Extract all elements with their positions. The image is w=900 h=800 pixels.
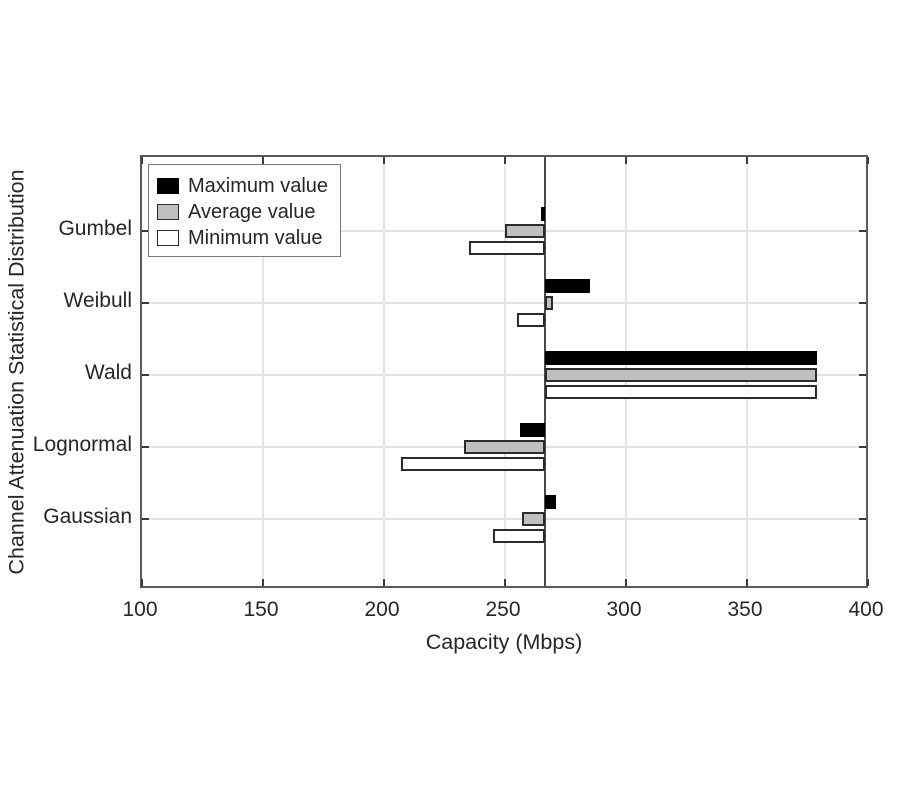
x-tick (504, 579, 506, 586)
legend-swatch-average (157, 204, 179, 220)
legend-row: Minimum value (157, 225, 328, 251)
bar-maximum-gaussian (544, 495, 556, 509)
x-tick-label: 200 (364, 598, 400, 621)
x-tick (625, 157, 627, 164)
x-tick (746, 579, 748, 586)
legend-label: Maximum value (188, 175, 329, 197)
y-tick (142, 230, 149, 232)
legend-row: Average value (157, 199, 328, 225)
y-axis-label-text: Channel Attenuation Statistical Distribu… (4, 169, 29, 575)
x-tick (141, 579, 143, 586)
x-tick-label: 250 (485, 598, 521, 621)
bar-average-lognormal (463, 440, 545, 454)
gridline-y (142, 230, 866, 232)
y-tick (142, 374, 149, 376)
x-tick (746, 157, 748, 164)
bar-minimum-weibull (517, 313, 545, 327)
x-tick (383, 579, 385, 586)
gridline-y (142, 302, 866, 304)
x-axis-label: Capacity (Mbps) (425, 630, 583, 654)
bar-maximum-weibull (544, 279, 590, 293)
x-tick-label: 400 (848, 598, 884, 621)
legend-swatch-maximum (157, 178, 179, 194)
bar-minimum-gumbel (468, 241, 545, 255)
x-tick (867, 579, 869, 586)
x-tick (867, 157, 869, 164)
legend-row: Maximum value (157, 173, 328, 199)
bar-maximum-gumbel (541, 207, 545, 221)
bar-minimum-lognormal (400, 457, 545, 471)
category-label: Gumbel (58, 217, 132, 240)
legend: Maximum value Average value Minimum value (148, 164, 342, 257)
y-tick (859, 518, 866, 520)
x-tick-label: 100 (122, 598, 158, 621)
bar-average-gumbel (505, 224, 545, 238)
bar-average-wald (544, 368, 818, 382)
y-tick (142, 518, 149, 520)
legend-label: Average value (188, 201, 316, 223)
x-tick (504, 157, 506, 164)
x-tick (262, 157, 264, 164)
x-tick-label: 150 (243, 598, 279, 621)
bar-maximum-wald (544, 351, 818, 365)
bar-average-gaussian (521, 512, 545, 526)
x-tick (625, 579, 627, 586)
x-tick-label: 300 (606, 598, 642, 621)
gridline-y (142, 518, 866, 520)
x-tick (383, 157, 385, 164)
y-tick (859, 302, 866, 304)
bar-maximum-lognormal (519, 423, 545, 437)
gridline-x (504, 157, 506, 586)
gridline-y (142, 374, 866, 376)
y-tick (142, 302, 149, 304)
bar-minimum-gaussian (492, 529, 545, 543)
y-tick (859, 230, 866, 232)
legend-label: Minimum value (188, 227, 323, 249)
category-label: Weibull (63, 289, 132, 312)
x-tick (262, 579, 264, 586)
x-tick-label: 350 (727, 598, 763, 621)
gridline-x (262, 157, 264, 586)
legend-swatch-minimum (157, 230, 179, 246)
bar-average-weibull (544, 296, 554, 310)
y-tick (859, 374, 866, 376)
category-label: Gaussian (43, 505, 132, 528)
y-tick (859, 446, 866, 448)
category-label: Lognormal (32, 433, 132, 456)
y-tick (142, 446, 149, 448)
gridline-x (383, 157, 385, 586)
x-tick (141, 157, 143, 164)
category-label: Wald (84, 361, 132, 384)
bar-minimum-wald (544, 385, 818, 399)
